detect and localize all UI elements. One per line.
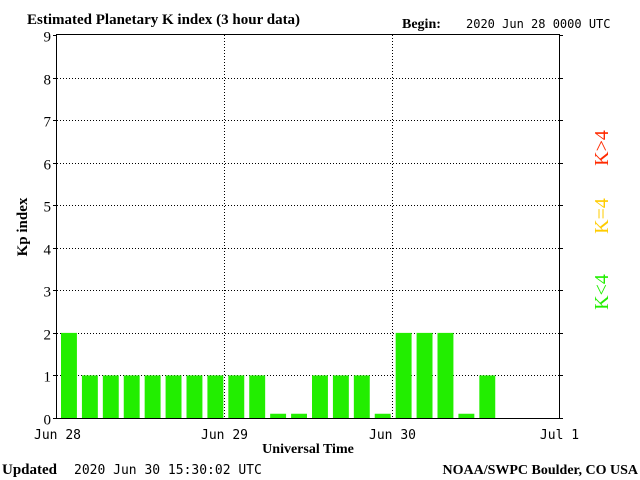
y-tick-label: 4	[44, 243, 52, 259]
legend: K>4 K=4 K<4	[591, 130, 613, 310]
x-axis-ticks: Jun 28 Jun 29 Jun 30 Jul 1	[34, 428, 579, 443]
kp-bar	[207, 375, 224, 418]
bars	[61, 332, 496, 418]
credit-text: NOAA/SWPC Boulder, CO USA	[442, 463, 638, 478]
x-tick-label: Jun 29	[201, 428, 248, 443]
legend-k-less-4: K<4	[591, 274, 613, 310]
y-tick-label: 7	[44, 115, 52, 131]
kp-bar	[312, 375, 328, 418]
kp-bar	[81, 375, 98, 418]
y-tick-label: 6	[44, 158, 52, 174]
kp-bar	[479, 375, 496, 418]
y-tick-label: 1	[44, 370, 52, 386]
chart-title: Estimated Planetary K index (3 hour data…	[27, 12, 300, 28]
kp-bar	[61, 332, 77, 418]
x-axis-label: Universal Time	[262, 442, 354, 457]
legend-k-equal-4: K=4	[591, 198, 613, 234]
updated-value: 2020 Jun 30 15:30:02 UTC	[74, 463, 262, 478]
begin-label: Begin:	[402, 17, 441, 32]
grid-lines	[57, 35, 559, 418]
y-tick-label: 8	[44, 73, 52, 89]
x-tick-label: Jul 1	[540, 428, 579, 443]
kp-bar	[458, 413, 475, 418]
x-tick-label: Jun 30	[369, 428, 416, 443]
y-tick-label: 9	[44, 30, 52, 46]
y-tick-label: 0	[44, 413, 52, 429]
kp-bar	[291, 413, 307, 418]
kp-bar	[144, 375, 161, 418]
kp-bar	[437, 332, 454, 418]
kp-bar	[353, 375, 370, 418]
updated-label: Updated	[2, 462, 58, 478]
legend-k-greater-4: K>4	[591, 130, 613, 166]
begin-value: 2020 Jun 28 0000 UTC	[466, 17, 611, 31]
kp-bar	[416, 332, 433, 418]
kp-bar	[123, 375, 140, 418]
y-tick-label: 5	[44, 200, 52, 216]
kp-bar	[374, 413, 391, 418]
kp-bar	[332, 375, 349, 418]
plot-frame	[56, 34, 560, 419]
x-tick-label: Jun 28	[34, 428, 81, 443]
y-tick-label: 3	[44, 285, 52, 301]
y-tick-label: 2	[44, 328, 52, 344]
kp-bar	[186, 375, 203, 418]
kp-bar	[228, 375, 245, 418]
kp-bar	[102, 375, 119, 418]
kp-bar	[165, 375, 182, 418]
kp-bar	[395, 332, 412, 418]
kp-bar	[249, 375, 266, 418]
y-axis-label: Kp index	[15, 197, 31, 256]
y-axis-ticks: 0 1 2 3 4 5 6 7 8 9	[44, 30, 563, 429]
kp-bar	[270, 413, 287, 418]
